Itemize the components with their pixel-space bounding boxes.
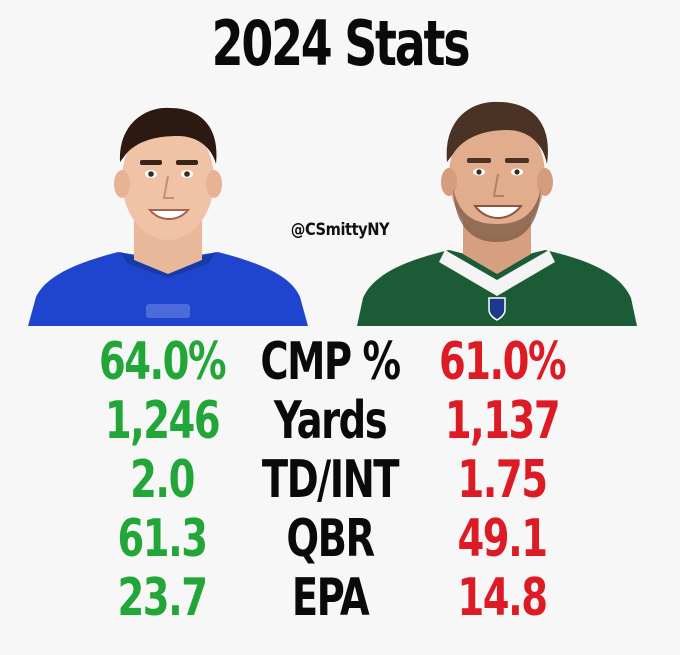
author-handle: @CSmittyNY [290,220,390,240]
stats-table: 64.0% CMP % 61.0% 1,246 Yards 1,137 2.0 … [0,332,680,628]
stat-row: 64.0% CMP % 61.0% [0,332,680,392]
stat-label: CMP % [260,332,401,392]
right-player-value: 1.75 [457,450,548,510]
stat-label: EPA [291,568,370,628]
stat-row: 2.0 TD/INT 1.75 [0,450,680,510]
left-player-value: 23.7 [117,568,208,628]
right-player-value: 49.1 [457,509,548,569]
stat-row: 23.7 EPA 14.8 [0,568,680,628]
right-player-photo [357,92,637,326]
right-player-value: 61.0% [438,332,567,392]
left-player-value: 2.0 [130,450,195,510]
stat-row: 61.3 QBR 49.1 [0,509,680,569]
left-player-photo [28,92,308,326]
right-player-value: 1,137 [444,391,561,451]
stat-label: TD/INT [261,450,400,510]
left-player-value: 61.3 [117,509,208,569]
right-player-value: 14.8 [457,568,548,628]
page-title: 2024 Stats [211,7,471,80]
left-player-value: 1,246 [104,391,221,451]
stat-label: QBR [286,509,375,569]
stat-row: 1,246 Yards 1,137 [0,391,680,451]
stat-label: Yards [273,391,388,451]
left-player-value: 64.0% [98,332,227,392]
